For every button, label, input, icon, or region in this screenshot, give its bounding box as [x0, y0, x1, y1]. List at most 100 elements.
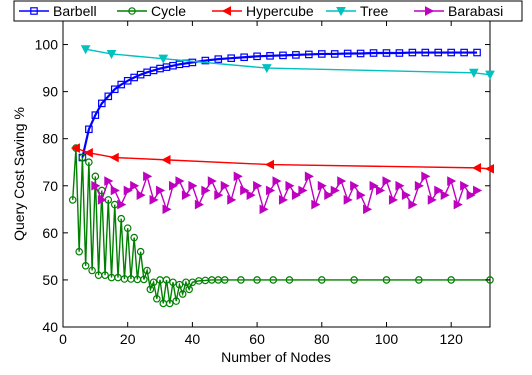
barabasi-point — [330, 185, 340, 196]
series-barabasi — [91, 171, 483, 215]
barbell-point — [408, 48, 417, 57]
barbell-point — [227, 54, 236, 62]
barbell-point — [460, 48, 468, 57]
y-axis-label: Query Cost Saving % — [11, 107, 27, 241]
barbell-point — [343, 49, 352, 58]
x-axis-label: Number of Nodes — [221, 349, 331, 365]
barabasi-point — [214, 190, 224, 201]
cycle-point — [269, 276, 278, 284]
cycle-point — [415, 276, 423, 284]
cycle-point — [153, 294, 161, 303]
cycle-point — [317, 276, 326, 284]
barbell-point — [447, 48, 455, 57]
barabasi-point — [207, 176, 217, 186]
barabasi-point — [421, 171, 431, 182]
barabasi-point — [460, 180, 470, 191]
barabasi-point — [343, 195, 353, 205]
barabasi-point — [181, 190, 191, 201]
cycle-point — [140, 275, 148, 284]
barabasi-point — [388, 195, 399, 205]
barbell-point — [317, 50, 326, 58]
barabasi-point — [175, 176, 185, 186]
legend-item-barabasi: Barabasi — [414, 3, 503, 19]
barabasi-point — [337, 176, 347, 186]
barabasi-point — [149, 195, 159, 205]
barabasi-point — [201, 185, 211, 196]
series-tree — [80, 45, 495, 80]
barabasi-point — [104, 176, 114, 186]
tree-point — [80, 45, 91, 55]
series-barbell — [78, 48, 481, 162]
barbell-point — [369, 49, 378, 57]
barabasi-point — [143, 171, 153, 182]
hypercube-point — [70, 143, 80, 153]
barabasi-point — [466, 190, 476, 201]
barabasi-point — [298, 185, 308, 196]
barabasi-point — [434, 185, 444, 196]
barabasi-point — [259, 204, 269, 215]
legend-item-barbell: Barbell — [19, 3, 97, 19]
barabasi-point — [194, 199, 204, 210]
cycle-point — [146, 285, 155, 294]
barabasi-point — [376, 185, 386, 196]
barabasi-point — [324, 190, 334, 201]
legend-item-hypercube: Hypercube — [212, 3, 314, 19]
barabasi-point — [440, 190, 450, 201]
barbell-point — [201, 56, 210, 65]
barabasi-point — [110, 185, 120, 196]
barabasi-point — [91, 180, 101, 191]
barabasi-point — [395, 180, 405, 191]
barabasi-point — [246, 190, 256, 201]
cycle-point — [143, 266, 151, 275]
hypercube-point — [264, 159, 275, 170]
barabasi-point — [227, 195, 237, 205]
plot-area: 0 20 40 60 80 100 120 40 50 60 70 80 90 100 — [35, 20, 495, 347]
cycle-point — [220, 276, 229, 284]
barbell-point — [214, 55, 223, 63]
barabasi-point — [291, 190, 301, 201]
plot-frame — [62, 20, 491, 328]
legend: Barbell Cycle Hypercube Tree Barabasi — [13, 0, 523, 22]
barbell-point — [382, 49, 391, 57]
cycle-point — [285, 276, 294, 284]
cycle-point — [162, 276, 171, 284]
hypercube-point — [83, 147, 93, 158]
cycle-point — [85, 158, 93, 167]
x-tick-label: 80 — [314, 331, 330, 347]
legend-label: Barbell — [53, 3, 97, 19]
hypercube-point — [161, 155, 171, 165]
cycle-point — [172, 297, 181, 305]
barbell-point — [434, 48, 443, 57]
cycle-point — [382, 276, 391, 284]
barabasi-point — [136, 190, 146, 201]
x-tick-label: 0 — [59, 331, 67, 347]
cycle-point — [130, 233, 138, 242]
barabasi-point — [188, 180, 198, 191]
y-tick-label: 50 — [42, 272, 58, 288]
legend-label: Cycle — [151, 3, 186, 19]
barabasi-point — [266, 185, 276, 196]
legend-label: Tree — [360, 3, 388, 19]
barbell-point — [85, 125, 93, 134]
y-tick-label: 70 — [42, 178, 58, 194]
cycle-point — [175, 280, 184, 289]
barabasi-point — [117, 199, 127, 210]
legend-swatch-marker — [221, 6, 231, 16]
barbell-point — [91, 111, 100, 119]
tree-point — [485, 70, 495, 80]
barabasi-point — [253, 180, 263, 191]
barabasi-point — [311, 199, 321, 210]
barabasi-point — [350, 180, 360, 191]
cycle-point — [165, 299, 174, 308]
barbell-point — [253, 52, 261, 61]
series-hypercube — [70, 143, 494, 174]
tree-point — [261, 64, 272, 74]
legend-item-cycle: Cycle — [117, 3, 186, 19]
barbell-point — [292, 51, 300, 59]
legend-label: Hypercube — [246, 3, 314, 19]
cycle-point — [237, 276, 245, 284]
hypercube-point — [109, 152, 119, 163]
x-tick-label: 120 — [440, 331, 464, 347]
cycle-point — [123, 224, 132, 232]
